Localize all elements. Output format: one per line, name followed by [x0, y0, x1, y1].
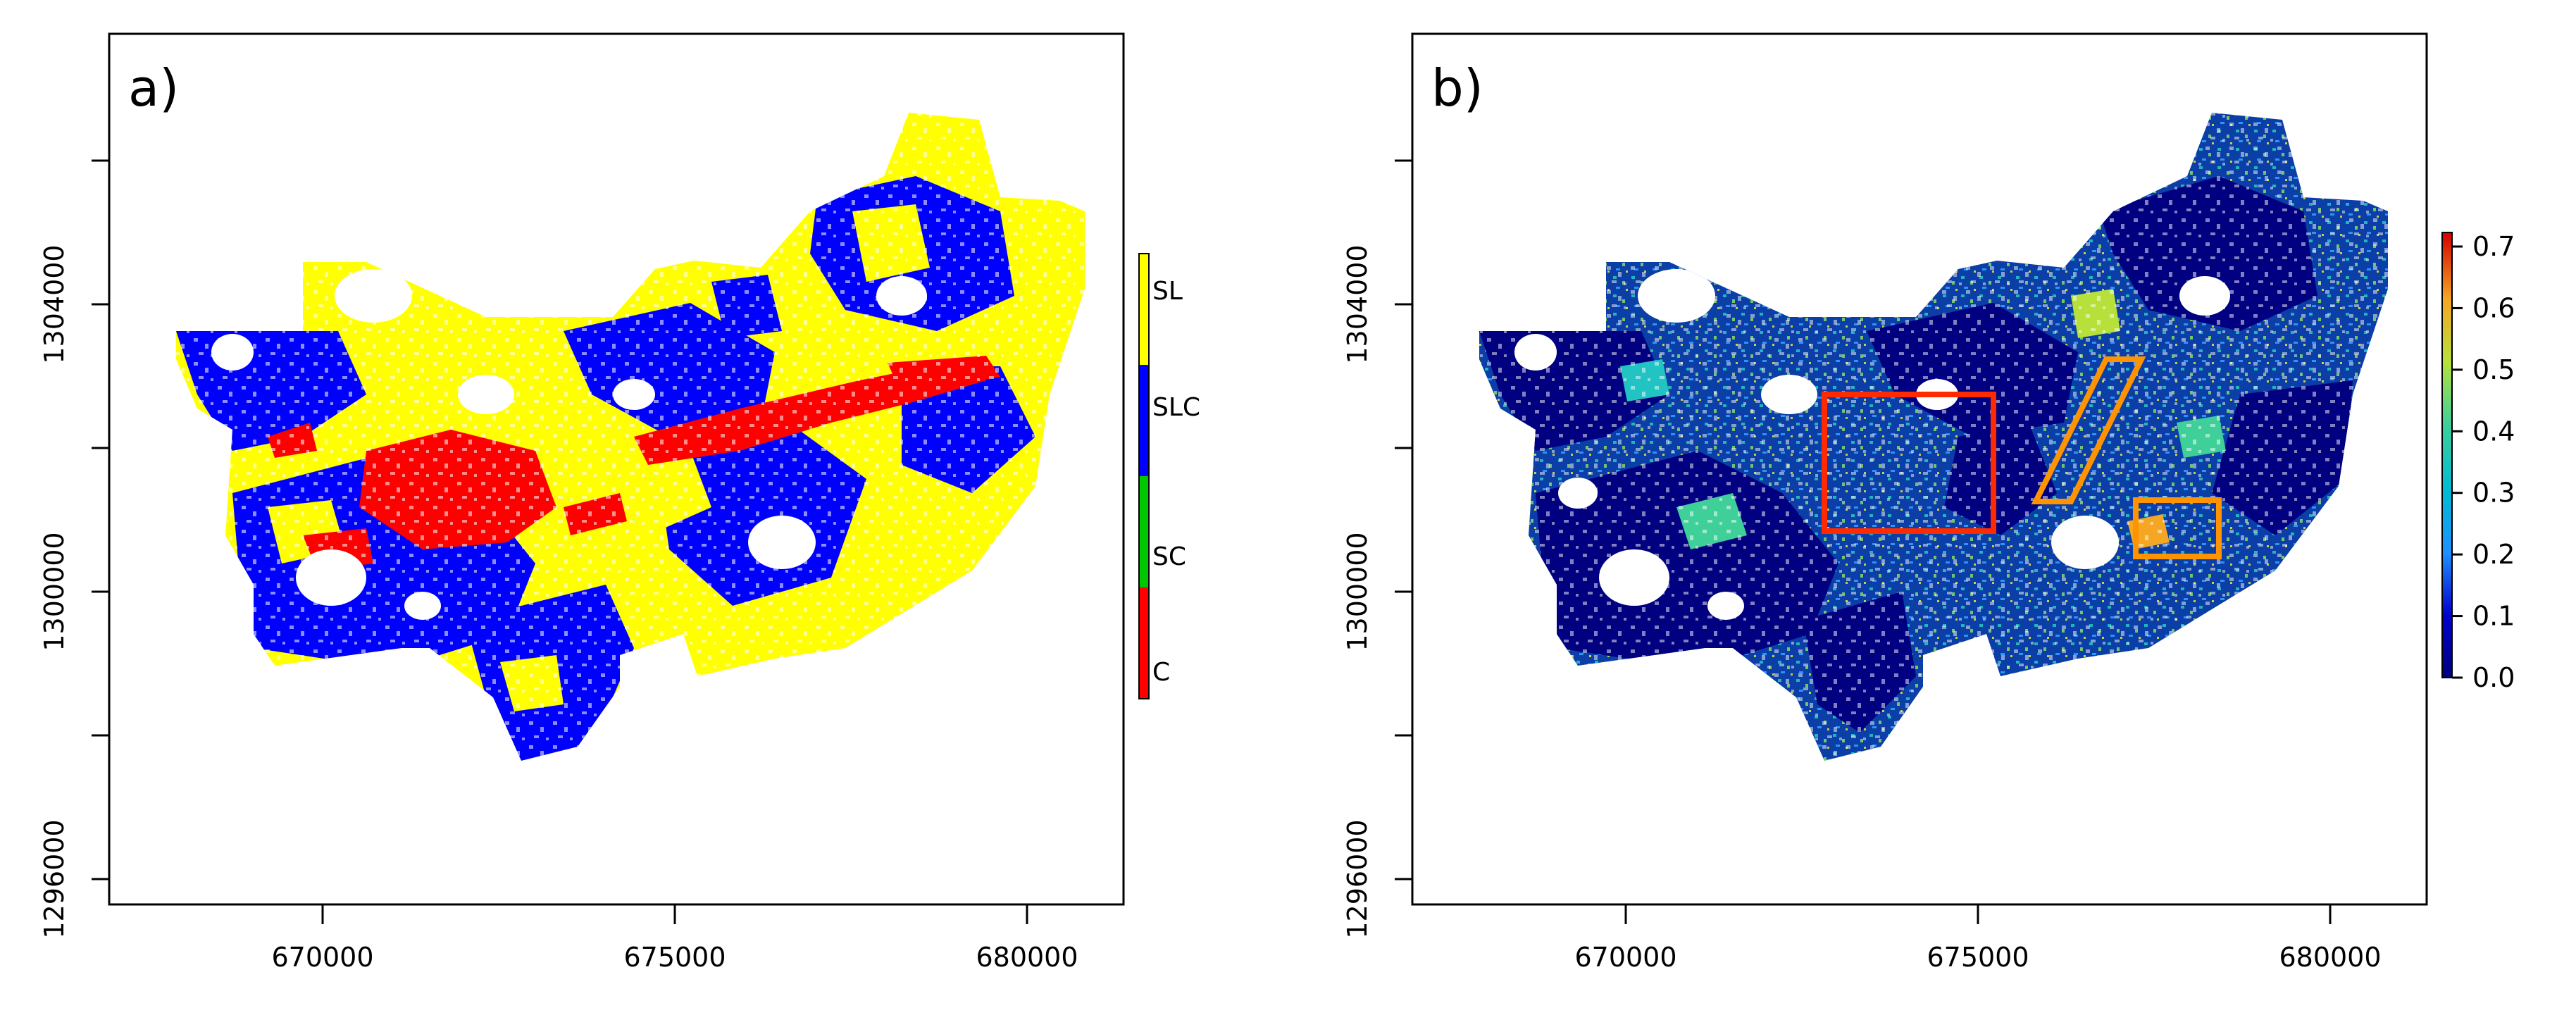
legend-swatch-sl	[1139, 254, 1149, 365]
x-tick-label-a: 680000	[976, 942, 1078, 973]
colorbar-tick-label: 0.6	[2472, 292, 2515, 323]
panel-label-a: a)	[128, 58, 179, 118]
colorbar-tick-label: 0.0	[2472, 662, 2515, 693]
raster-map-b	[1479, 113, 2388, 761]
y-axis-a: 1296000 1300000 1304000	[39, 159, 109, 939]
x-axis-a: 670000 675000 680000	[271, 904, 1078, 973]
legend-swatch-sc	[1139, 476, 1149, 587]
highlight-box-parallelogram	[2031, 356, 2146, 504]
legend-swatch-c	[1139, 587, 1149, 699]
colorbar-tick-label: 0.1	[2472, 601, 2515, 632]
legend-a: SL SLC SC C	[1138, 253, 1200, 699]
colorbar-tick-label: 0.2	[2472, 539, 2515, 570]
x-tick-label-a: 670000	[271, 942, 373, 973]
x-tick-label-a: 675000	[623, 942, 726, 973]
y-tick-label-a: 1300000	[39, 532, 70, 651]
y-tick-label-b: 1300000	[1342, 532, 1373, 651]
colorbar-tick-label: 0.5	[2472, 354, 2515, 385]
x-axis-b: 670000 675000 680000	[1574, 904, 2382, 973]
plot-frame-b	[1411, 32, 2428, 906]
x-tick-label-b: 670000	[1574, 942, 1676, 973]
colorbar-b: 0.0 0.1 0.2 0.3 0.4 0.5 0.6 0.7	[2441, 231, 2515, 693]
y-tick-label-a: 1296000	[39, 819, 70, 938]
panel-a: a)	[39, 32, 1200, 973]
colorbar-tick-label: 0.7	[2472, 231, 2515, 262]
highlight-box-red	[1822, 392, 1996, 534]
legend-label-c: C	[1152, 658, 1170, 687]
panel-b: b)	[1342, 32, 2515, 973]
legend-label-slc: SLC	[1152, 393, 1200, 422]
colorbar-gradient	[2441, 232, 2453, 678]
x-tick-label-b: 680000	[2279, 942, 2381, 973]
colorbar-tick-label: 0.4	[2472, 416, 2515, 447]
highlight-box-orange	[2133, 497, 2222, 559]
x-tick-label-b: 675000	[1927, 942, 2029, 973]
colorbar-tick-label: 0.3	[2472, 478, 2515, 509]
y-tick-label-b: 1304000	[1342, 244, 1373, 363]
y-tick-label-b: 1296000	[1342, 819, 1373, 938]
plot-frame-a	[108, 32, 1125, 906]
y-tick-label-a: 1304000	[39, 244, 70, 363]
panel-label-b: b)	[1431, 58, 1483, 118]
legend-label-sl: SL	[1152, 277, 1183, 306]
y-axis-b: 1296000 1300000 1304000	[1342, 159, 1412, 939]
raster-map-a	[176, 113, 1085, 761]
legend-label-sc: SC	[1152, 542, 1186, 571]
legend-swatch-slc	[1139, 365, 1149, 476]
